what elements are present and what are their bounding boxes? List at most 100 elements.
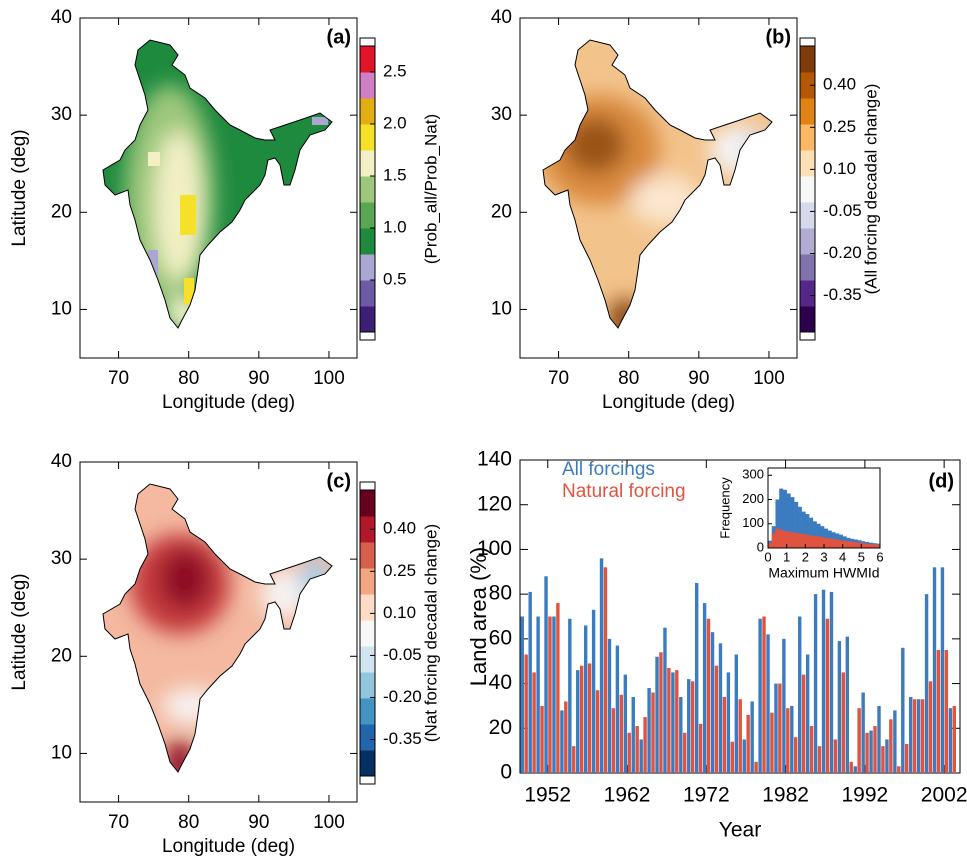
inset-x-tick-label: 5 (858, 549, 865, 564)
panel-label: (c) (327, 470, 351, 492)
x-tick-label: 1962 (604, 784, 651, 807)
x-axis-label: Longitude (deg) (602, 392, 735, 413)
bar (829, 591, 834, 773)
bar (825, 618, 830, 773)
bar (619, 694, 624, 773)
x-tick-label: 100 (753, 368, 785, 389)
colorbar-tick-label: 2.0 (383, 113, 407, 132)
inset-x-tick-label: 3 (820, 549, 827, 564)
histogram-bar (850, 541, 855, 548)
bar (714, 665, 719, 773)
map-fill (184, 278, 194, 304)
bar (667, 667, 671, 773)
colorbar-cap (359, 481, 376, 491)
bar (726, 672, 731, 773)
panel-label: (a) (327, 26, 351, 48)
colorbar-segment (800, 72, 815, 99)
map-fill (103, 484, 332, 772)
colorbar-tick-label: 1.5 (383, 165, 407, 184)
colorbar-segment (360, 202, 375, 229)
map-fill (745, 130, 765, 170)
y-tick-label: 30 (51, 548, 72, 569)
bar (936, 650, 941, 773)
inset-x-axis-label: Maximum HWMId (768, 565, 879, 581)
y-tick-label: 0 (500, 761, 512, 784)
bar (869, 730, 873, 773)
colorbar-segment (360, 72, 375, 99)
bar (758, 618, 762, 773)
colorbar-tick-label: -0.35 (383, 729, 422, 748)
bar (920, 699, 925, 773)
legend-label: All forcings (562, 459, 655, 480)
inset-y-tick-label: 100 (742, 515, 764, 530)
bar (576, 670, 580, 773)
y-tick-label: 60 (489, 626, 512, 649)
bar (560, 710, 564, 773)
bar (599, 558, 604, 773)
y-tick-label: 10 (51, 742, 72, 763)
colorbar-segment (360, 98, 375, 125)
map-fill (180, 195, 196, 235)
histogram-bar (782, 489, 787, 548)
y-axis-label: Land area (%) (466, 547, 491, 686)
colorbar-segment (800, 306, 815, 333)
bar (611, 708, 616, 773)
bar (813, 594, 818, 773)
bar (698, 723, 703, 773)
colorbar-segment (360, 568, 375, 595)
x-tick-label: 80 (618, 368, 639, 389)
x-tick-label: 90 (248, 812, 269, 833)
bar (528, 591, 532, 773)
bar (540, 705, 544, 773)
bar (623, 674, 628, 773)
y-tick-label: 40 (51, 451, 72, 472)
bar (762, 616, 766, 773)
map-fill (165, 739, 195, 772)
histogram-bar (812, 535, 817, 548)
histogram-bar (812, 521, 817, 548)
y-tick-label: 40 (489, 671, 512, 694)
bar (754, 761, 758, 773)
bar (849, 761, 853, 773)
colorbar-segment (800, 202, 815, 229)
colorbar-segment (360, 306, 375, 333)
inset-x-tick-label: 6 (876, 549, 883, 564)
histogram-bar (797, 506, 802, 548)
bar (548, 616, 552, 773)
bar (702, 603, 707, 773)
bar (916, 699, 921, 773)
bar (865, 732, 869, 773)
histogram-bar (786, 493, 791, 548)
bar (837, 641, 842, 773)
y-tick-label: 100 (477, 537, 512, 560)
bar (893, 710, 897, 773)
bar (544, 576, 548, 773)
histogram-bar (805, 534, 810, 548)
colorbar-tick-label: 1.0 (383, 217, 407, 236)
y-tick-label: 10 (491, 298, 512, 319)
x-tick-label: 2002 (921, 784, 967, 807)
map-fill (312, 117, 328, 125)
bar (659, 652, 663, 773)
bar (909, 696, 913, 773)
axis-box (79, 461, 358, 803)
histogram-bar (835, 539, 840, 548)
histogram-bar (816, 523, 821, 548)
bar (631, 696, 635, 773)
colorbar-segment (800, 124, 815, 151)
axis-box (79, 17, 358, 359)
colorbar-tick-label: 0.25 (383, 561, 416, 580)
y-tick-label: 10 (51, 298, 72, 319)
histogram-bar (809, 535, 814, 548)
bar (730, 741, 734, 773)
colorbar-segment (360, 594, 375, 621)
bar (675, 670, 679, 773)
map-b (542, 39, 773, 329)
colorbar-cap (359, 775, 376, 785)
y-tick-label: 80 (489, 582, 512, 605)
bar (532, 672, 536, 773)
bar (809, 726, 814, 773)
bar (639, 739, 643, 773)
axis-box (519, 17, 798, 359)
